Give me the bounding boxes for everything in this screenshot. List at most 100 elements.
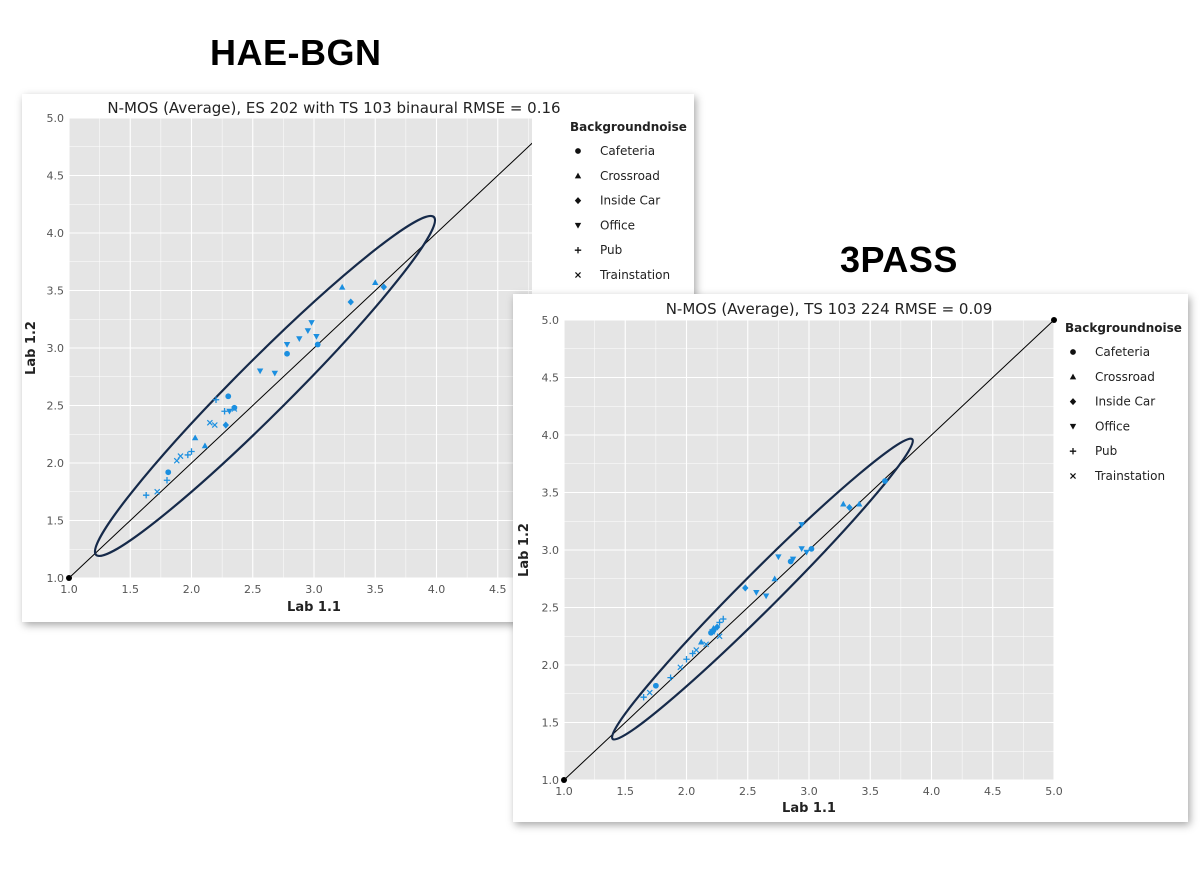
data-point-circle xyxy=(231,404,238,411)
data-point-plus xyxy=(716,619,723,626)
y-tick-label: 3.0 xyxy=(47,342,65,355)
data-point-plus xyxy=(142,492,150,499)
legend-marker-diamond xyxy=(1069,398,1077,406)
x-tick-label: 2.5 xyxy=(739,785,757,798)
y-axis-label: Lab 1.2 xyxy=(24,321,39,375)
highlight-ellipse xyxy=(610,437,914,741)
legend-title: Backgroundnoise xyxy=(1065,321,1182,335)
legend-label: Cafeteria xyxy=(600,144,655,158)
scatter-chart-3pass: 1.0 1.5 2.0 2.5 3.0 3.5 4.0 4.5 5.0 Lab 1.1 1.0 1.5… xyxy=(517,300,1182,816)
legend-label: Pub xyxy=(1095,444,1117,458)
data-point-triangle-up xyxy=(338,283,346,290)
data-point-triangle-up xyxy=(372,279,379,286)
legend-label: Pub xyxy=(600,243,622,257)
data-point-x xyxy=(716,633,723,640)
data-point-triangle-down xyxy=(308,320,315,326)
x-tick-label: 4.0 xyxy=(428,583,446,596)
data-point-diamond xyxy=(713,623,721,631)
highlight-ellipse xyxy=(93,214,437,558)
data-point-circle xyxy=(165,469,172,476)
legend-marker-x xyxy=(575,272,581,278)
legend-label: Inside Car xyxy=(600,194,660,208)
data-point-circle xyxy=(652,682,659,689)
data-point-circle xyxy=(882,478,888,484)
data-point-triangle-down xyxy=(798,522,805,528)
chart-title: N-MOS (Average), ES 202 with TS 103 bina… xyxy=(107,99,560,117)
y-tick-label: 2.0 xyxy=(542,659,560,672)
data-point-plus xyxy=(184,451,192,459)
data-point-triangle-up xyxy=(710,625,717,631)
diagonal-endpoint xyxy=(1051,317,1057,323)
y-tick-label: 2.5 xyxy=(47,400,65,413)
data-point-triangle-down xyxy=(283,341,291,348)
x-tick-label: 2.5 xyxy=(244,583,262,596)
legend-label: Trainstation xyxy=(1094,469,1165,483)
y-tick-label: 1.5 xyxy=(542,717,560,730)
y-tick-label: 1.0 xyxy=(47,572,65,585)
y-tick-label: 3.5 xyxy=(47,285,65,298)
x-tick-label: 4.5 xyxy=(984,785,1002,798)
data-point-circle xyxy=(284,350,290,357)
data-point-triangle-down xyxy=(753,589,760,596)
data-point-triangle-down xyxy=(313,333,320,340)
legend-marker-plus xyxy=(574,247,582,254)
data-point-diamond xyxy=(222,421,229,429)
legend-marker-triangle-up xyxy=(1069,373,1077,380)
x-tick-label: 3.5 xyxy=(367,583,385,596)
plot-group: 1.0 1.5 2.0 2.5 3.0 3.5 4.0 4.5 5.0 Lab 1.1 xyxy=(555,317,1063,816)
legend-label: Inside Car xyxy=(1095,395,1155,409)
data-point-triangle-up xyxy=(840,500,847,507)
data-point-triangle-down xyxy=(226,408,233,415)
data-point-x xyxy=(173,457,180,464)
diagonal-endpoint xyxy=(66,575,72,581)
y-tick-label: 4.5 xyxy=(542,372,560,385)
chart-title: N-MOS (Average), TS 103 224 RMSE = 0.09 xyxy=(666,300,993,318)
data-point-triangle-down xyxy=(256,368,264,375)
x-tick-label: 3.5 xyxy=(862,785,880,798)
y-tick-label: 1.5 xyxy=(47,515,65,528)
data-point-x xyxy=(703,641,710,648)
y-tick-label: 2.0 xyxy=(47,457,65,470)
data-point-triangle-up xyxy=(191,434,199,441)
y-axis-label: Lab 1.2 xyxy=(517,523,532,577)
data-point-circle xyxy=(225,393,232,400)
x-tick-label: 4.0 xyxy=(923,785,941,798)
y-tick-label: 2.5 xyxy=(542,602,560,615)
x-tick-label: 3.0 xyxy=(800,785,818,798)
data-point-circle xyxy=(314,341,321,348)
data-point-x xyxy=(154,488,161,495)
data-point-triangle-up xyxy=(856,500,863,507)
data-point-circle xyxy=(808,545,815,552)
data-point-triangle-down xyxy=(775,554,782,561)
x-tick-label: 4.5 xyxy=(489,583,507,596)
legend-marker-x xyxy=(1070,473,1076,479)
legend-marker-triangle-down xyxy=(1069,423,1077,430)
legend-marker-triangle-down xyxy=(574,222,582,229)
chart-panel-3pass: 1.0 1.5 2.0 2.5 3.0 3.5 4.0 4.5 5.0 Lab 1.1 1.0 1.5… xyxy=(513,294,1188,822)
data-point-x xyxy=(646,689,653,696)
data-point-triangle-up xyxy=(201,442,209,449)
legend-marker-plus xyxy=(1069,448,1077,455)
data-point-plus xyxy=(221,408,228,415)
data-point-x xyxy=(177,453,184,460)
data-point-plus xyxy=(683,656,690,663)
x-tick-label: 1.5 xyxy=(617,785,635,798)
legend-label: Office xyxy=(600,218,635,232)
heading-3pass: 3PASS xyxy=(840,239,958,280)
legend-marker-circle xyxy=(1070,349,1076,355)
data-point-x xyxy=(709,628,716,635)
data-point-triangle-down xyxy=(798,546,805,553)
data-point-triangle-up xyxy=(698,638,705,645)
x-tick-label: 3.0 xyxy=(305,583,323,596)
y-tick-label: 4.0 xyxy=(542,429,560,442)
x-tick-label: 5.0 xyxy=(1045,785,1063,798)
diagonal-line xyxy=(68,142,532,579)
x-tick-label: 1.0 xyxy=(60,583,78,596)
legend-label: Cafeteria xyxy=(1095,345,1150,359)
y-tick-label: 4.0 xyxy=(47,227,65,240)
legend-label: Trainstation xyxy=(599,268,670,282)
y-tick-label: 5.0 xyxy=(542,314,560,327)
data-point-triangle-down xyxy=(789,556,797,563)
legend-marker-circle xyxy=(575,148,581,154)
data-point-x xyxy=(206,419,213,426)
